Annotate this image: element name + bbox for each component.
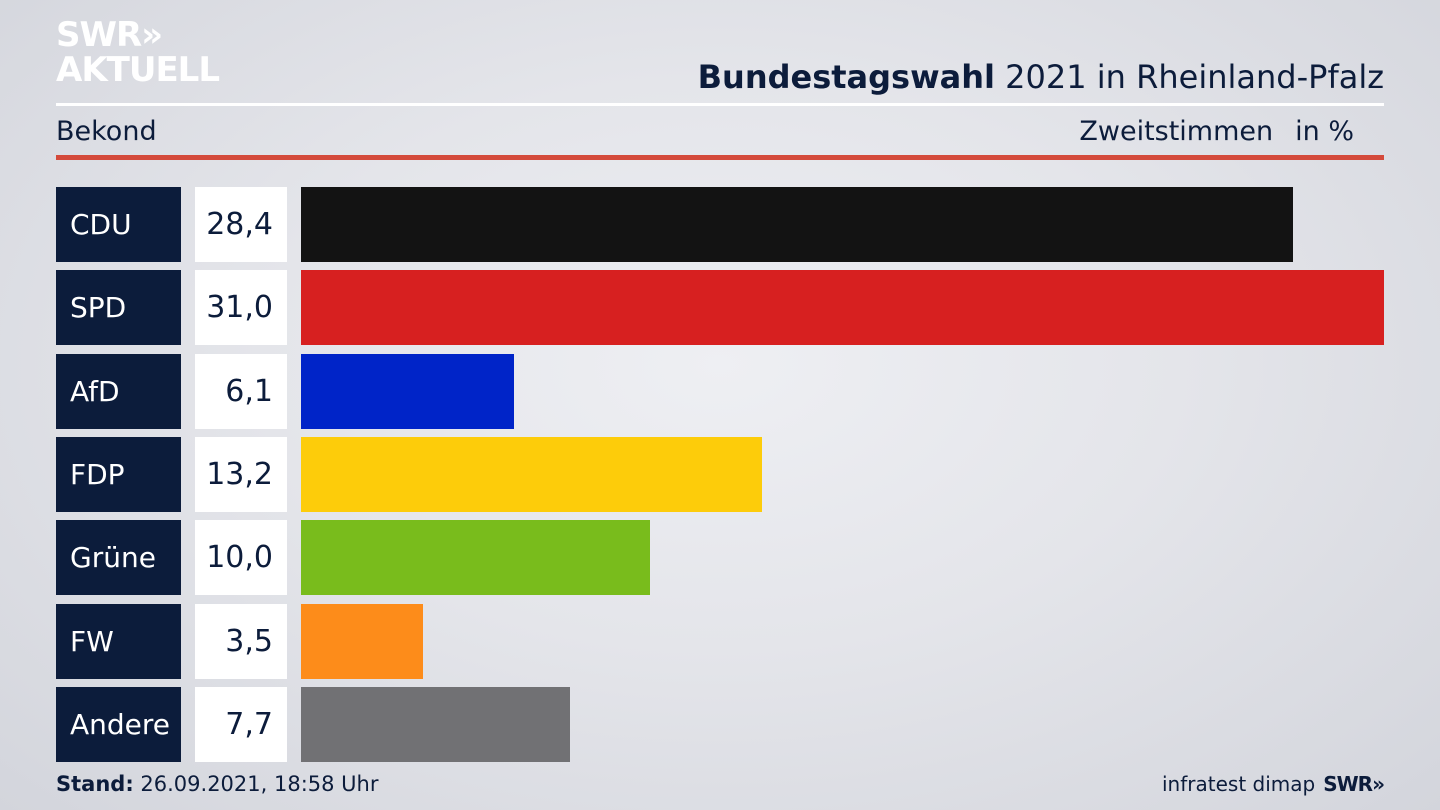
party-label: Grüne — [56, 520, 181, 595]
bar — [301, 270, 1384, 345]
value-label: 6,1 — [195, 354, 287, 429]
bar — [301, 187, 1293, 262]
unit-label: in % — [1295, 116, 1354, 147]
bar — [301, 604, 423, 679]
party-label: CDU — [56, 187, 181, 262]
value-label: 13,2 — [195, 437, 287, 512]
bar-row: CDU 28,4 — [56, 187, 1384, 262]
location-label: Bekond — [56, 116, 157, 147]
stand-label: Stand: — [56, 772, 134, 796]
party-label: AfD — [56, 354, 181, 429]
source-label: infratest dimap — [1162, 772, 1316, 796]
measure-name: Zweitstimmen — [1079, 116, 1274, 147]
bar-row: FDP 13,2 — [56, 437, 1384, 512]
party-label: FDP — [56, 437, 181, 512]
measure-label: Zweitstimmen in % — [1079, 116, 1354, 147]
value-label: 10,0 — [195, 520, 287, 595]
bar — [301, 687, 570, 762]
header-divider — [56, 103, 1384, 106]
timestamp: Stand: 26.09.2021, 18:58 Uhr — [56, 772, 379, 796]
bar-row: AfD 6,1 — [56, 354, 1384, 429]
bar — [301, 520, 650, 595]
bar-row: Grüne 10,0 — [56, 520, 1384, 595]
accent-divider — [56, 155, 1384, 160]
value-label: 31,0 — [195, 270, 287, 345]
swr-aktuell-logo: SWR» AKTUELL — [56, 15, 220, 90]
title-rest: 2021 in Rheinland-Pfalz — [995, 58, 1384, 96]
party-label: SPD — [56, 270, 181, 345]
swr-brand-logo: SWR» — [1323, 772, 1385, 796]
bar-chart: CDU 28,4 SPD 31,0 AfD 6,1 FDP 13,2 Grüne 10,0 FW 3,… — [56, 187, 1384, 762]
value-label: 7,7 — [195, 687, 287, 762]
bar — [301, 437, 762, 512]
page-title: Bundestagswahl 2021 in Rheinland-Pfalz — [698, 58, 1384, 96]
logo-line-1: SWR» — [56, 15, 163, 55]
party-label: FW — [56, 604, 181, 679]
stand-value: 26.09.2021, 18:58 Uhr — [133, 772, 379, 796]
bar-row: SPD 31,0 — [56, 270, 1384, 345]
value-label: 28,4 — [195, 187, 287, 262]
source-credit: infratest dimap SWR» — [1162, 772, 1385, 796]
logo-line-2: AKTUELL — [56, 50, 220, 90]
value-label: 3,5 — [195, 604, 287, 679]
bar-row: Andere 7,7 — [56, 687, 1384, 762]
title-bold: Bundestagswahl — [697, 58, 995, 96]
party-label: Andere — [56, 687, 181, 762]
bar-row: FW 3,5 — [56, 604, 1384, 679]
bar — [301, 354, 514, 429]
